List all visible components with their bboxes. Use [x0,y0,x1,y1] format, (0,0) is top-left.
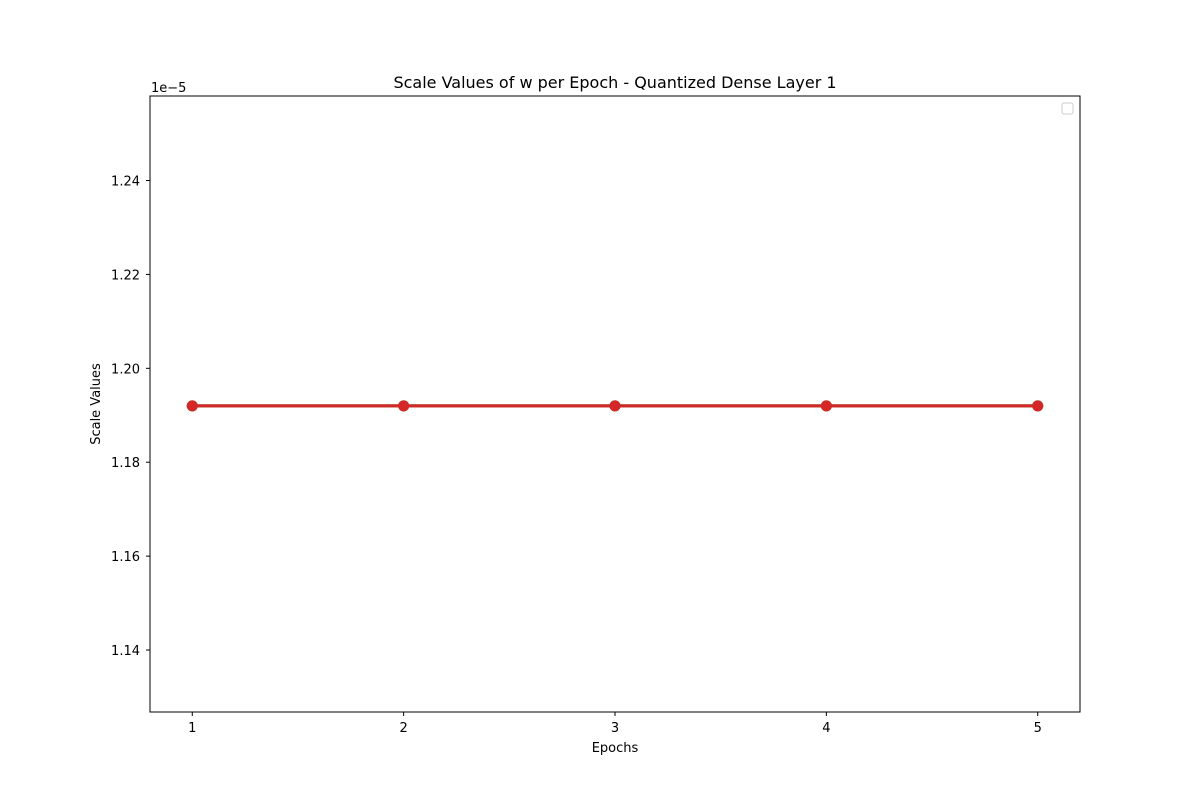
chart-title: Scale Values of w per Epoch - Quantized … [393,73,836,92]
y-tick-label: 1.18 [111,456,140,471]
x-tick-label: 4 [822,721,830,736]
y-axis-label: Scale Values [89,363,104,445]
y-tick-label: 1.14 [111,644,140,659]
y-tick-label: 1.20 [111,362,140,377]
legend-box [1061,102,1074,115]
x-axis-ticks: 1 2 3 4 5 [188,712,1042,736]
x-tick-label: 1 [188,721,196,736]
series-layer [186,400,1044,412]
data-point [398,400,410,412]
x-tick-label: 5 [1034,721,1042,736]
y-tick-label: 1.16 [111,550,140,565]
data-point [1032,400,1044,412]
y-tick-label: 1.22 [111,268,140,283]
x-axis-label: Epochs [592,741,639,756]
y-tick-label: 1.24 [111,175,140,190]
data-point [609,400,621,412]
data-point [820,400,832,412]
y-axis-offset-label: 1e−5 [151,81,186,96]
data-point [186,400,198,412]
x-tick-label: 2 [399,721,407,736]
x-tick-label: 3 [611,721,619,736]
plot-area [149,95,1081,713]
y-axis-ticks: 1.14 1.16 1.18 1.20 1.22 1.24 [111,175,150,659]
